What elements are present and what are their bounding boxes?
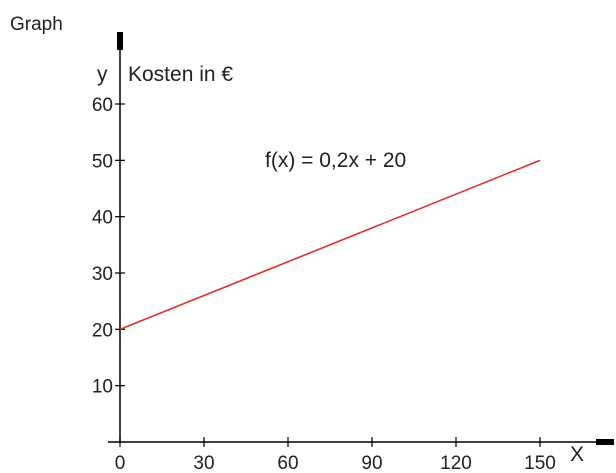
y-tick-label: 50 — [92, 151, 113, 172]
y-axis-unit-label: Kosten in € — [128, 63, 233, 86]
x-axis-label: X — [570, 443, 584, 466]
ticks: 0 30 60 90 120 150 10 20 30 40 50 60 — [92, 95, 556, 473]
y-axis-arrow — [117, 32, 123, 50]
x-tick-label: 150 — [524, 453, 556, 473]
y-tick-label: 30 — [92, 264, 113, 285]
y-tick-label: 20 — [92, 320, 113, 341]
x-tick-label: 120 — [440, 453, 472, 473]
y-axis-label: y — [97, 63, 108, 86]
x-tick-label: 90 — [361, 453, 382, 473]
x-axis-arrow — [596, 439, 614, 445]
chart-title: Graph — [10, 14, 63, 35]
y-tick-label: 60 — [92, 95, 113, 116]
y-tick-label: 10 — [92, 377, 113, 398]
axes — [108, 32, 614, 445]
series-group — [119, 159, 541, 331]
x-tick-label: 30 — [193, 453, 214, 473]
y-tick-label: 40 — [92, 208, 113, 229]
series-line — [119, 159, 541, 331]
x-tick-label: 0 — [115, 453, 126, 473]
function-annotation: f(x) = 0,2x + 20 — [265, 149, 406, 172]
x-tick-label: 60 — [277, 453, 298, 473]
